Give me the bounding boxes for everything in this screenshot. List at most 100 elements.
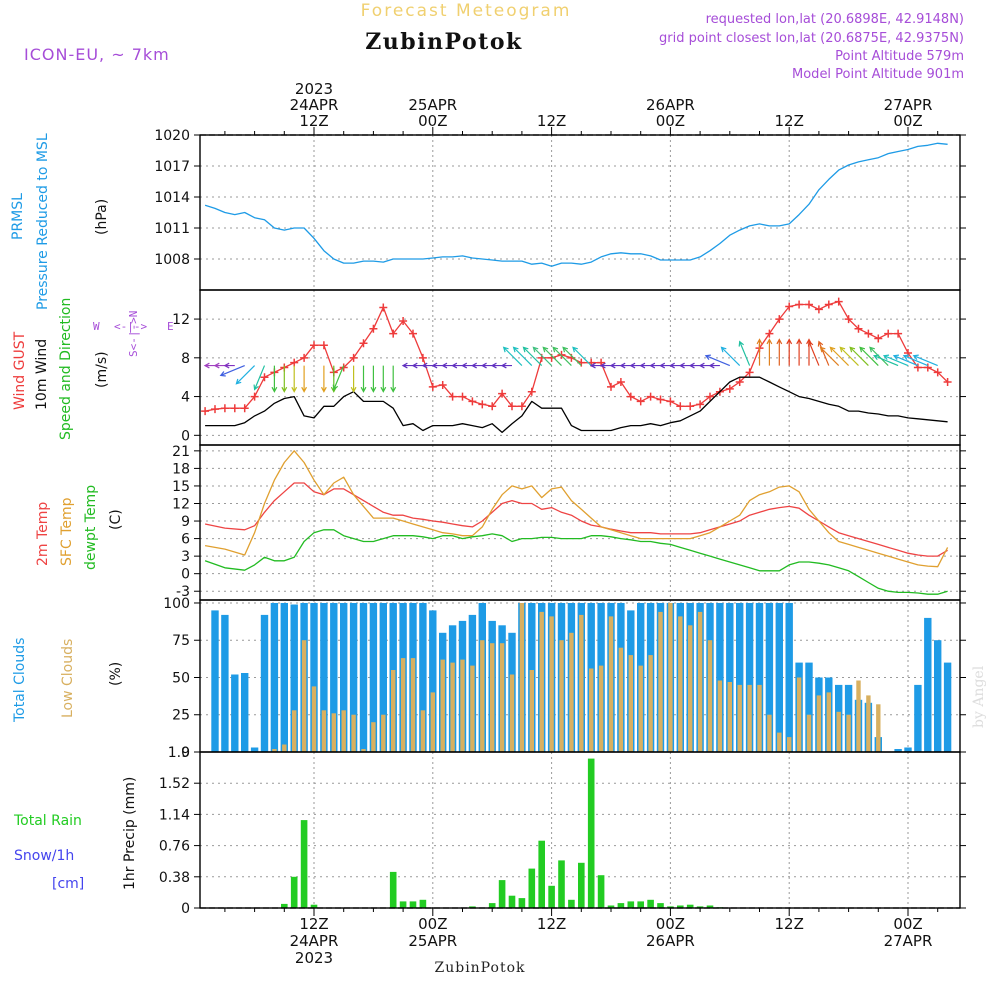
total-cloud-bar [785, 603, 793, 752]
low-cloud-bar [341, 710, 346, 752]
rain-bar [627, 901, 635, 908]
low-cloud-bar [450, 662, 455, 752]
gust-marker [844, 315, 853, 324]
total-cloud-bar [260, 614, 269, 752]
wind-10m-label: 10m Wind [34, 339, 50, 410]
total-cloud-bar [310, 603, 318, 752]
low-cloud-bar [470, 665, 475, 752]
x-label-top: 12Z [299, 112, 328, 130]
gust-marker [527, 387, 536, 396]
wind-arrow [203, 362, 215, 369]
wind-arrow [659, 362, 671, 369]
gust-marker [775, 315, 784, 324]
wind-arrow [849, 346, 869, 366]
gust-marker [943, 378, 952, 387]
wind-arrow [629, 362, 641, 369]
wind-line [205, 376, 948, 434]
y-tick-label: 15 [172, 479, 190, 495]
wind-arrow [708, 362, 720, 369]
gust-marker [864, 329, 873, 338]
y-tick-label: 0 [181, 901, 190, 917]
low-cloud-bar [678, 616, 683, 752]
gust-marker [854, 324, 863, 333]
gust-marker [725, 384, 734, 393]
x-label-bottom: 12Z [775, 915, 804, 933]
total-clouds-label: Total Clouds [12, 638, 28, 723]
pressure-side-labels: PRMSL Pressure Reduced to MSL (hPa) [10, 133, 110, 310]
wind-arrow [390, 365, 397, 393]
wind-arrow [738, 340, 751, 366]
rain-bar [597, 875, 605, 908]
low-cloud-bar [430, 692, 435, 752]
total-cloud-bar [241, 673, 249, 752]
total-cloud-bar [379, 603, 387, 752]
y-tick-label: 18 [172, 461, 190, 477]
wind-arrow [431, 362, 443, 369]
y-tick-label: 0.38 [159, 870, 190, 886]
low-cloud-bar [272, 749, 277, 752]
y-tick-label: 1.9 [168, 745, 190, 761]
low-cloud-bar [866, 695, 871, 752]
x-label-top: 12Z [775, 112, 804, 130]
low-cloud-bar [757, 684, 762, 752]
low-cloud-bar [529, 670, 534, 752]
wind-arrow [490, 362, 503, 369]
low-cloud-bar [292, 710, 297, 752]
total-cloud-bar [270, 603, 279, 752]
gust-marker [310, 341, 318, 350]
point-altitude: Point Altitude 579m [835, 49, 964, 64]
rain-bar [310, 904, 318, 908]
gust-marker [349, 353, 358, 362]
gust-marker [785, 302, 794, 311]
prmsl-label: PRMSL [10, 193, 26, 240]
x-label-bottom: 00Z [418, 915, 447, 933]
total-cloud-bar [904, 747, 912, 752]
gust-marker [300, 353, 309, 362]
low-cloud-bar [717, 680, 723, 752]
wind-arrow [572, 346, 592, 366]
wind-arrow [902, 354, 929, 367]
gust-marker [220, 404, 229, 413]
y-tick-label: 9 [181, 514, 190, 530]
requested-coords: requested lon,lat (20.6898E, 42.9148N) [706, 12, 964, 27]
y-tick-label: 1020 [154, 128, 190, 144]
rain-bar [647, 899, 654, 908]
wind-arrow [720, 346, 741, 366]
x-label-top: 25APR [408, 96, 457, 114]
wind-arrow [370, 365, 377, 393]
compass-arrows: <-|-> [114, 320, 147, 333]
low-cloud-bar [608, 616, 614, 752]
gust-marker [211, 405, 219, 414]
low-cloud-bar [648, 655, 653, 752]
rain-bar [508, 895, 516, 908]
wind-arrow [301, 365, 308, 393]
gust-marker [359, 339, 368, 348]
gust-marker [508, 402, 516, 411]
rain-bar [300, 820, 308, 908]
snow-label: Snow/1h [14, 848, 74, 864]
rain-bar [558, 860, 565, 908]
total-cloud-bar [736, 603, 744, 752]
rain-bar [389, 871, 397, 908]
y-tick-label: 1.52 [159, 776, 190, 792]
wind-arrow [766, 338, 773, 366]
x-label-top: 26APR [646, 96, 695, 114]
wind-arrow [912, 354, 938, 367]
axes-layer: 1008101110141017102004812-30369121518210… [154, 80, 966, 967]
model-altitude: Model Point Altitude 901m [792, 67, 964, 82]
rain-bar [617, 903, 625, 908]
gust-marker [646, 392, 655, 401]
low-cloud-bar [777, 732, 782, 752]
low-cloud-bar [301, 640, 307, 752]
gust-marker [517, 402, 526, 411]
rain-bar [677, 905, 684, 908]
gust-marker [319, 341, 328, 350]
low-cloud-bar [559, 640, 564, 752]
gust-marker [636, 397, 645, 406]
total-cloud-bar [716, 603, 724, 752]
wind-arrow [401, 362, 413, 369]
wind-arrow [223, 362, 235, 369]
wind-arrow [892, 354, 919, 367]
ms-unit: (m/s) [94, 351, 110, 388]
